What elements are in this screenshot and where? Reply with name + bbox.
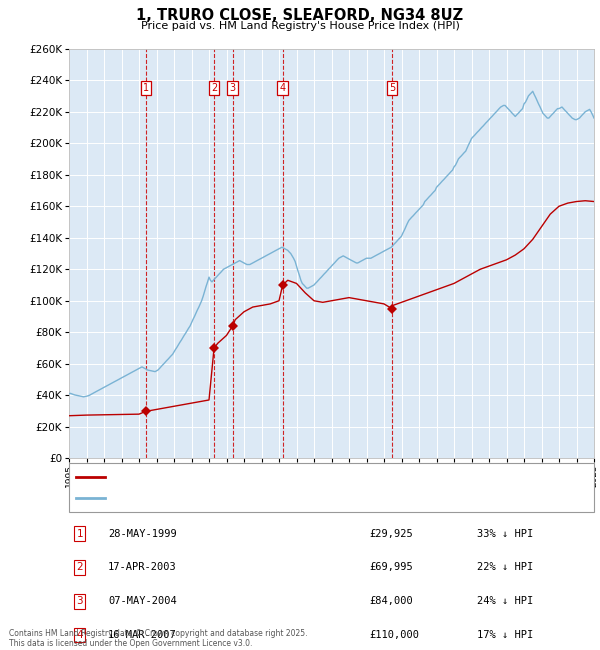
Text: HPI: Average price, semi-detached house, North Kesteven: HPI: Average price, semi-detached house,… [111, 493, 386, 502]
Text: 1, TRURO CLOSE, SLEAFORD, NG34 8UZ (semi-detached house): 1, TRURO CLOSE, SLEAFORD, NG34 8UZ (semi… [111, 473, 414, 482]
Text: £110,000: £110,000 [369, 630, 419, 640]
Text: £69,995: £69,995 [369, 562, 413, 573]
Text: 5: 5 [389, 83, 395, 93]
Text: 24% ↓ HPI: 24% ↓ HPI [477, 596, 533, 606]
Text: 1: 1 [143, 83, 149, 93]
Text: 17% ↓ HPI: 17% ↓ HPI [477, 630, 533, 640]
Text: Contains HM Land Registry data © Crown copyright and database right 2025.
This d: Contains HM Land Registry data © Crown c… [9, 629, 308, 648]
Text: 2: 2 [76, 562, 83, 573]
Text: 16-MAR-2007: 16-MAR-2007 [108, 630, 177, 640]
Text: 1, TRURO CLOSE, SLEAFORD, NG34 8UZ: 1, TRURO CLOSE, SLEAFORD, NG34 8UZ [136, 8, 464, 23]
Text: 22% ↓ HPI: 22% ↓ HPI [477, 562, 533, 573]
Text: 3: 3 [76, 596, 83, 606]
Text: 3: 3 [230, 83, 236, 93]
Text: £29,925: £29,925 [369, 528, 413, 539]
Text: 1: 1 [76, 528, 83, 539]
Text: 33% ↓ HPI: 33% ↓ HPI [477, 528, 533, 539]
Text: 4: 4 [76, 630, 83, 640]
Text: 4: 4 [280, 83, 286, 93]
Text: 07-MAY-2004: 07-MAY-2004 [108, 596, 177, 606]
Text: Price paid vs. HM Land Registry's House Price Index (HPI): Price paid vs. HM Land Registry's House … [140, 21, 460, 31]
Text: 2: 2 [211, 83, 217, 93]
Text: 17-APR-2003: 17-APR-2003 [108, 562, 177, 573]
Text: 28-MAY-1999: 28-MAY-1999 [108, 528, 177, 539]
Text: £84,000: £84,000 [369, 596, 413, 606]
